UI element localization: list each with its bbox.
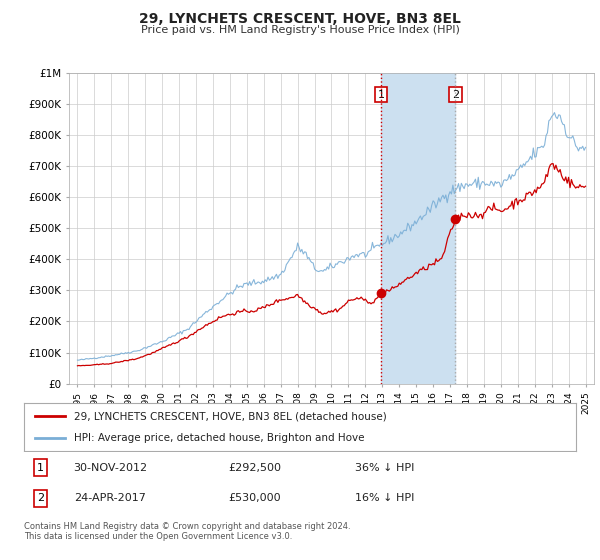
- Text: 36% ↓ HPI: 36% ↓ HPI: [355, 463, 415, 473]
- Text: Price paid vs. HM Land Registry's House Price Index (HPI): Price paid vs. HM Land Registry's House …: [140, 25, 460, 35]
- Text: 2: 2: [37, 493, 44, 503]
- Text: 29, LYNCHETS CRESCENT, HOVE, BN3 8EL: 29, LYNCHETS CRESCENT, HOVE, BN3 8EL: [139, 12, 461, 26]
- Bar: [381, 73, 455, 384]
- Text: 1: 1: [377, 90, 385, 100]
- Text: 2: 2: [452, 90, 459, 100]
- Text: £292,500: £292,500: [228, 463, 281, 473]
- Text: Contains HM Land Registry data © Crown copyright and database right 2024.
This d: Contains HM Land Registry data © Crown c…: [24, 522, 350, 542]
- Text: 29, LYNCHETS CRESCENT, HOVE, BN3 8EL (detached house): 29, LYNCHETS CRESCENT, HOVE, BN3 8EL (de…: [74, 411, 386, 421]
- Text: 16% ↓ HPI: 16% ↓ HPI: [355, 493, 415, 503]
- Text: £530,000: £530,000: [228, 493, 281, 503]
- Text: 24-APR-2017: 24-APR-2017: [74, 493, 146, 503]
- Text: HPI: Average price, detached house, Brighton and Hove: HPI: Average price, detached house, Brig…: [74, 433, 364, 443]
- Text: 30-NOV-2012: 30-NOV-2012: [74, 463, 148, 473]
- Text: 1: 1: [37, 463, 44, 473]
